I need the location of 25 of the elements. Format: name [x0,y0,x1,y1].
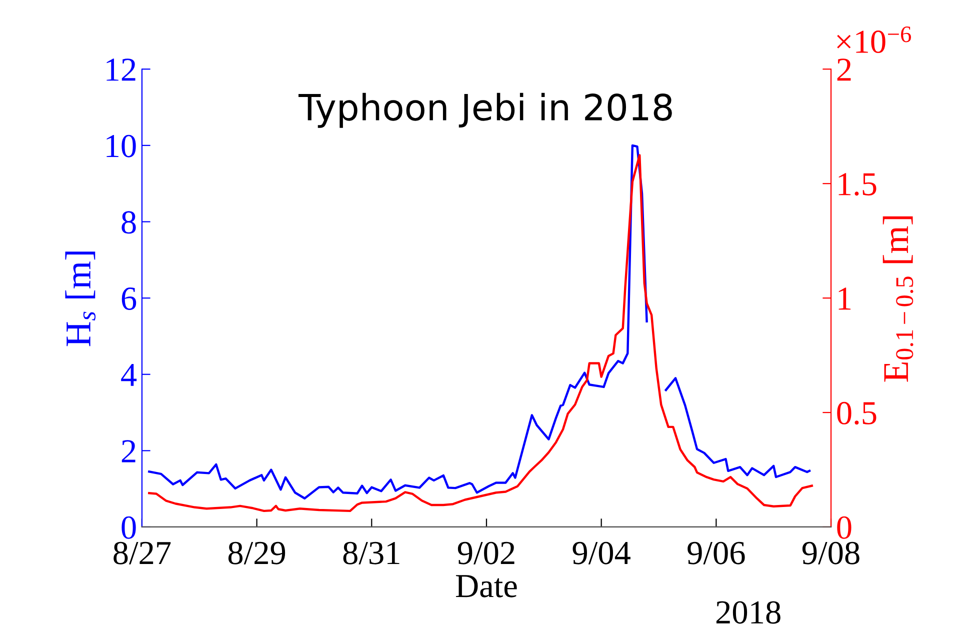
y2-tick-label: 1.5 [838,173,876,196]
y-tick-label: 10 [106,134,136,158]
text: 2018 [716,601,780,624]
y-tick-label: 0 [122,516,136,539]
y2-axis-title: E$_{0.1−0.5}$ [m] [882,216,914,382]
y-tick-label: 4 [121,364,137,386]
y-tick-label: 2 [122,440,136,462]
y2-tick-label: 0.5 [837,402,876,425]
text: ×10$^{−6}$ [837,26,911,54]
y2-tick-label: 2 [837,58,851,81]
x-tick-label: 8/31 [343,542,400,564]
y2-tick-label: 1 [838,288,851,310]
x-axis-title: Date [456,575,517,598]
y-tick-label: 8 [122,211,136,234]
y-tick-label: 12 [106,58,136,81]
x-tick-label: 9/06 [688,542,745,564]
x-tick-label: 9/02 [458,542,514,564]
x-tick-label: 8/29 [228,542,286,564]
text: Typhoon Jebi in 2018 [298,92,672,128]
x-tick-label: 8/27 [114,542,171,564]
y2-tick-label: 0 [837,516,852,539]
y-axis-title: H$_{s}$ [m] [65,252,96,346]
y-tick-label: 6 [122,288,136,310]
x-tick-label: 9/08 [802,542,860,564]
x-tick-label: 9/04 [572,542,630,564]
